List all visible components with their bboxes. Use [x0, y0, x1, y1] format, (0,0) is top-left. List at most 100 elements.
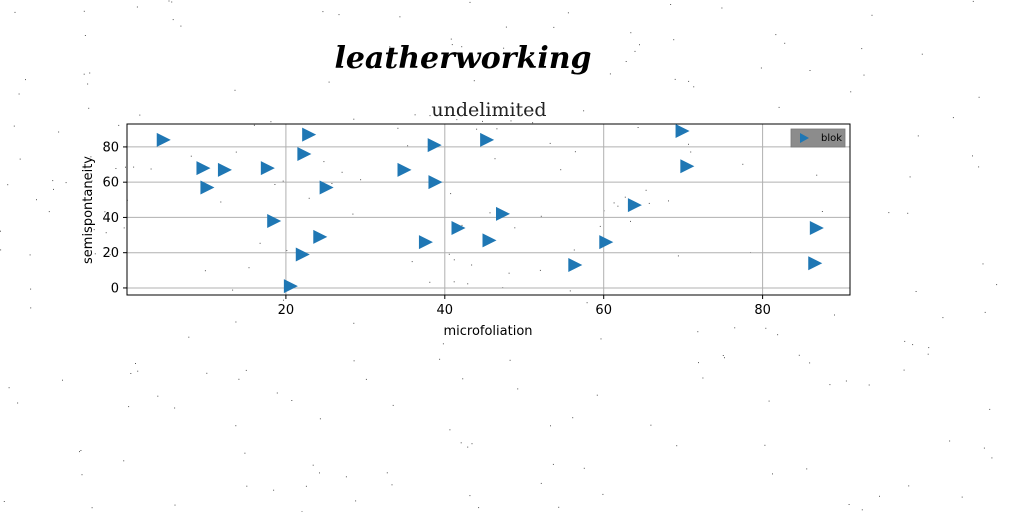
- speckle-dot: [904, 340, 906, 342]
- speckle-dot: [439, 358, 441, 360]
- speckle-dot: [270, 121, 272, 123]
- speckle-dot: [602, 493, 604, 495]
- speckle-dot: [91, 180, 93, 182]
- speckle-dot: [104, 211, 106, 213]
- chart-title: undelimited: [431, 99, 546, 121]
- data-point-triangle: [397, 162, 412, 177]
- speckle-dot: [978, 166, 980, 168]
- speckle-dot: [282, 180, 284, 182]
- legend-marker-triangle-icon: [800, 133, 809, 143]
- speckle-dot: [130, 373, 132, 374]
- speckle-dot: [84, 35, 86, 36]
- speckle-dot: [125, 166, 126, 168]
- speckle-dot: [273, 489, 275, 491]
- speckle-dot: [879, 495, 880, 497]
- speckle-dot: [174, 407, 176, 409]
- speckle-dot: [469, 495, 471, 497]
- x-tick-label: 20: [278, 303, 295, 318]
- speckle-dot: [89, 72, 91, 74]
- data-point-triangle: [480, 132, 495, 147]
- speckle-dot: [391, 484, 393, 486]
- speckle-dot: [341, 171, 343, 173]
- speckle-dot: [674, 78, 676, 80]
- speckle-dot: [921, 53, 923, 55]
- speckle-dot: [442, 343, 444, 345]
- speckle-dot: [448, 253, 450, 255]
- data-point-triangle: [809, 221, 824, 236]
- speckle-dot: [688, 80, 690, 82]
- grid-lines: [127, 124, 850, 295]
- speckle-dot: [473, 80, 475, 82]
- speckle-dot: [429, 281, 431, 283]
- speckle-dot: [639, 44, 640, 46]
- speckle-dot: [109, 254, 111, 256]
- speckle-dot: [14, 11, 16, 13]
- speckle-dot: [517, 388, 519, 390]
- speckle-dot: [991, 457, 993, 459]
- speckle-dot: [36, 199, 37, 201]
- speckle-dot: [702, 377, 704, 379]
- speckle-dot: [65, 182, 67, 184]
- speckle-dot: [677, 255, 679, 257]
- data-point-triangle: [295, 247, 310, 262]
- background-speckle: [0, 0, 998, 512]
- speckle-dot: [451, 44, 453, 46]
- speckle-dot: [118, 124, 120, 126]
- speckle-dot: [549, 142, 551, 144]
- speckle-dot: [19, 158, 21, 160]
- speckle-dot: [625, 61, 627, 62]
- speckle-dot: [204, 270, 206, 272]
- speckle-dot: [232, 289, 234, 291]
- speckle-dot: [319, 418, 321, 420]
- legend: blok: [790, 128, 846, 148]
- speckle-dot: [79, 451, 80, 453]
- speckle-dot: [861, 48, 863, 50]
- speckle-dot: [514, 227, 516, 229]
- speckle-dot: [734, 327, 736, 329]
- speckle-dot: [399, 16, 401, 18]
- speckle-dot: [220, 201, 222, 203]
- speckle-dot: [29, 254, 31, 256]
- data-point-triangle: [302, 127, 317, 142]
- speckle-dot: [868, 384, 870, 386]
- data-point-triangle: [599, 235, 614, 250]
- speckle-dot: [88, 107, 90, 109]
- speckle-dot: [539, 269, 541, 271]
- speckle-dot: [583, 467, 585, 469]
- speckle-dot: [596, 394, 598, 396]
- speckle-dot: [983, 447, 985, 449]
- speckle-dot: [467, 283, 469, 285]
- data-point-triangle: [418, 235, 433, 250]
- speckle-dot: [809, 362, 811, 364]
- speckle-dot: [600, 338, 602, 340]
- speckle-dot: [305, 485, 307, 487]
- speckle-dot: [460, 442, 462, 444]
- speckle-dot: [150, 168, 152, 170]
- data-point-triangle: [496, 206, 511, 221]
- speckle-dot: [389, 46, 391, 48]
- speckle-dot: [613, 202, 615, 204]
- speckle-dot: [772, 473, 773, 475]
- data-point-triangle: [283, 279, 298, 294]
- speckle-dot: [53, 188, 54, 190]
- data-point-triangle: [427, 138, 442, 153]
- y-tick-label: 60: [102, 176, 119, 191]
- speckle-dot: [494, 158, 496, 160]
- data-point-triangle: [313, 229, 328, 244]
- speckle-dot: [139, 114, 141, 116]
- speckle-dot: [467, 446, 469, 448]
- speckle-dot: [540, 215, 542, 217]
- speckle-dot: [105, 232, 107, 234]
- data-point-triangle: [675, 124, 690, 139]
- chart-suptitle: leatherworking: [334, 41, 591, 76]
- x-tick-label: 60: [595, 303, 612, 318]
- speckle-dot: [355, 500, 357, 502]
- speckle-dot: [52, 180, 54, 182]
- speckle-dot: [609, 73, 611, 75]
- speckle-dot: [927, 353, 929, 355]
- speckle-dot: [650, 424, 652, 426]
- speckle-dot: [276, 392, 278, 394]
- speckle-dot: [845, 380, 847, 382]
- speckle-dot: [353, 360, 355, 362]
